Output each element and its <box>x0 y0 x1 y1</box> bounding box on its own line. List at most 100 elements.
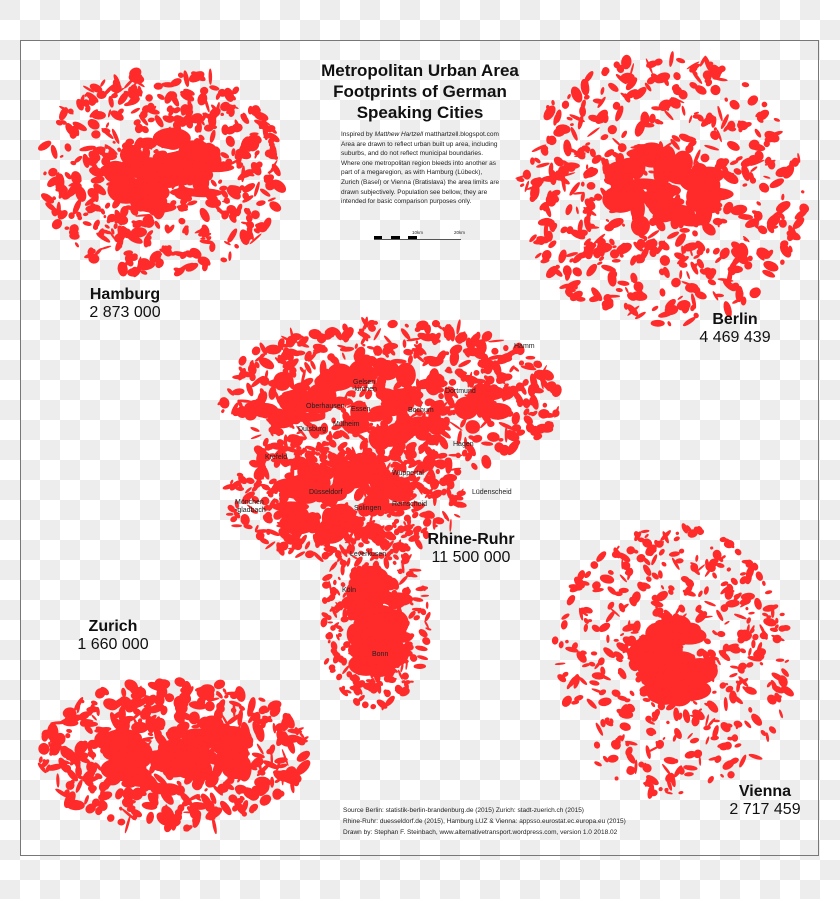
urban-patch <box>614 153 621 163</box>
urban-patch <box>693 312 699 319</box>
urban-patch <box>209 129 216 143</box>
urban-patch <box>269 442 284 450</box>
urban-patch <box>612 137 622 147</box>
urban-patch <box>91 130 101 139</box>
urban-patch <box>499 444 510 456</box>
urban-patch <box>776 168 784 173</box>
urban-core-patch <box>483 402 512 420</box>
region-population: 11 500 000 <box>431 549 511 566</box>
urban-patch <box>288 422 295 429</box>
urban-patch <box>449 421 463 431</box>
urban-patch <box>530 183 540 201</box>
urban-patch <box>72 199 82 215</box>
urban-patch <box>733 168 742 175</box>
urban-patch <box>289 327 295 343</box>
urban-patch <box>384 540 394 552</box>
urban-patch <box>483 363 493 375</box>
urban-patch <box>188 71 205 83</box>
urban-patch <box>663 78 669 86</box>
urban-patch <box>626 766 636 775</box>
urban-patch <box>364 389 373 400</box>
urban-patch <box>496 372 507 380</box>
urban-patch <box>498 355 513 363</box>
urban-patch <box>696 175 709 187</box>
urban-patch <box>143 164 150 171</box>
city-label: Bonn <box>372 651 389 658</box>
urban-core-patch <box>369 404 405 417</box>
urban-patch <box>162 190 169 195</box>
urban-patch <box>743 237 748 242</box>
urban-patch <box>567 93 571 100</box>
urban-patch <box>405 395 411 402</box>
urban-patch <box>182 193 193 202</box>
urban-patch <box>481 455 492 469</box>
urban-patch <box>357 503 366 512</box>
urban-patch <box>406 400 415 404</box>
urban-patch <box>784 659 790 663</box>
urban-patch <box>648 170 655 174</box>
urban-patch <box>332 430 342 440</box>
urban-patch <box>415 340 419 345</box>
urban-patch <box>271 163 281 177</box>
urban-patch <box>132 88 143 97</box>
urban-patch <box>370 703 377 710</box>
urban-patch <box>534 157 541 164</box>
urban-patch <box>554 662 566 666</box>
urban-patch <box>254 412 268 419</box>
urban-patch <box>131 70 137 77</box>
urban-patch <box>359 354 373 364</box>
description-line: Zurich (Basel) or Vienna (Bratislava) th… <box>341 178 500 186</box>
urban-patch <box>705 79 713 87</box>
urban-patch <box>689 737 700 744</box>
city-label: Essen <box>351 406 371 413</box>
urban-patch <box>566 594 576 606</box>
urban-patch <box>627 292 637 301</box>
urban-patch <box>555 264 560 269</box>
urban-patch <box>679 269 683 280</box>
urban-patch <box>587 127 600 137</box>
urban-patch <box>558 641 564 649</box>
urban-patch <box>662 266 670 278</box>
urban-patch <box>199 207 210 223</box>
urban-patch <box>764 590 773 595</box>
urban-patch <box>443 324 450 339</box>
urban-patch <box>101 152 112 159</box>
urban-patch <box>359 426 375 433</box>
urban-patch <box>709 64 722 79</box>
urban-patch <box>274 391 280 403</box>
urban-patch <box>134 123 144 134</box>
urban-patch <box>767 160 776 170</box>
urban-patch <box>176 166 185 182</box>
urban-patch <box>208 68 213 85</box>
urban-patch <box>342 411 350 422</box>
urban-patch <box>465 441 476 457</box>
urban-patch <box>583 146 590 154</box>
urban-patch <box>140 270 148 275</box>
urban-patch <box>694 291 707 300</box>
urban-patch <box>225 512 234 516</box>
urban-patch <box>206 189 215 198</box>
urban-patch <box>475 403 484 411</box>
urban-patch <box>712 572 717 579</box>
urban-patch <box>570 290 583 302</box>
urban-patch <box>425 434 440 446</box>
urban-patch <box>405 435 414 440</box>
urban-patch <box>613 638 619 642</box>
urban-patch <box>471 462 478 470</box>
urban-patch <box>560 620 568 630</box>
urban-patch <box>593 233 606 245</box>
urban-patch <box>314 413 321 418</box>
urban-patch <box>341 502 349 515</box>
urban-patch <box>231 148 236 157</box>
urban-patch <box>713 205 720 215</box>
urban-patch <box>146 143 152 150</box>
urban-patch <box>304 541 311 550</box>
urban-patch <box>658 99 672 112</box>
urban-patch <box>599 574 615 584</box>
urban-patch <box>185 118 194 129</box>
urban-patch <box>173 107 181 114</box>
urban-patch <box>315 452 321 456</box>
urban-patch <box>111 93 118 99</box>
urban-patch <box>320 422 329 434</box>
urban-patch <box>375 365 383 371</box>
